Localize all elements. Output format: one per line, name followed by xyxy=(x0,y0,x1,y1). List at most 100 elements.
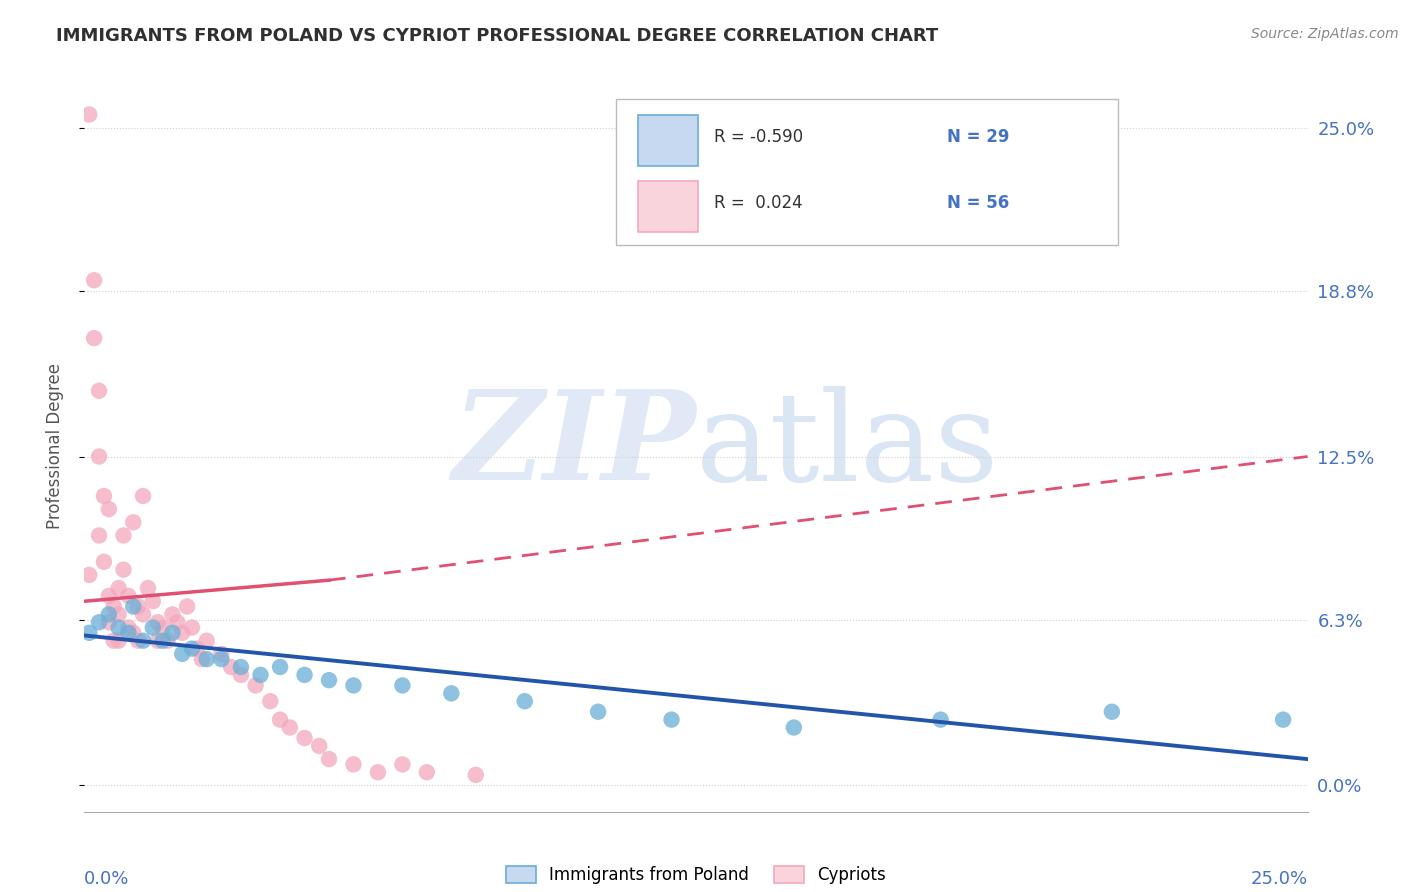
Point xyxy=(176,599,198,614)
Point xyxy=(929,713,952,727)
Point xyxy=(107,633,129,648)
Point xyxy=(117,589,139,603)
Point xyxy=(294,668,316,682)
Point xyxy=(294,731,316,745)
Point xyxy=(152,633,174,648)
Point xyxy=(112,563,135,577)
Y-axis label: Professional Degree: Professional Degree xyxy=(45,363,63,529)
Point xyxy=(209,652,232,666)
Point xyxy=(513,694,536,708)
Point xyxy=(269,713,291,727)
Point xyxy=(342,678,364,692)
Text: ZIP: ZIP xyxy=(453,385,696,507)
Point xyxy=(191,652,214,666)
Point xyxy=(107,621,129,635)
Point xyxy=(77,568,100,582)
Point xyxy=(142,621,165,635)
Point xyxy=(1101,705,1123,719)
Text: N = 29: N = 29 xyxy=(946,128,1010,146)
Point xyxy=(97,502,120,516)
Point xyxy=(195,633,218,648)
Text: N = 56: N = 56 xyxy=(946,194,1010,212)
Point xyxy=(661,713,683,727)
Text: R =  0.024: R = 0.024 xyxy=(714,194,803,212)
Point xyxy=(245,678,267,692)
Point xyxy=(195,652,218,666)
Point xyxy=(318,673,340,688)
Point xyxy=(464,768,486,782)
Point xyxy=(440,686,463,700)
Point xyxy=(209,647,232,661)
Point xyxy=(87,615,110,630)
Point xyxy=(142,594,165,608)
Point xyxy=(107,607,129,622)
Point xyxy=(107,581,129,595)
Point xyxy=(83,273,105,287)
Point xyxy=(136,581,159,595)
Point xyxy=(122,599,145,614)
Point xyxy=(249,668,271,682)
Point xyxy=(186,641,208,656)
Point xyxy=(103,599,125,614)
Text: R = -0.590: R = -0.590 xyxy=(714,128,803,146)
Point xyxy=(97,615,120,630)
Point xyxy=(391,678,413,692)
Point xyxy=(132,489,155,503)
Point xyxy=(146,615,169,630)
Point xyxy=(156,633,179,648)
Point xyxy=(77,107,100,121)
Point xyxy=(112,528,135,542)
Point xyxy=(166,615,188,630)
Point xyxy=(146,633,169,648)
Text: IMMIGRANTS FROM POLAND VS CYPRIOT PROFESSIONAL DEGREE CORRELATION CHART: IMMIGRANTS FROM POLAND VS CYPRIOT PROFES… xyxy=(56,27,938,45)
Point xyxy=(1272,713,1295,727)
Point xyxy=(87,528,110,542)
Point xyxy=(93,489,115,503)
Point xyxy=(783,721,806,735)
Point xyxy=(229,668,252,682)
Point xyxy=(127,599,149,614)
Point xyxy=(229,660,252,674)
FancyBboxPatch shape xyxy=(638,181,699,232)
Point xyxy=(97,607,120,622)
Point xyxy=(219,660,242,674)
Point xyxy=(77,625,100,640)
Legend: Immigrants from Poland, Cypriots: Immigrants from Poland, Cypriots xyxy=(499,860,893,891)
Point xyxy=(278,721,301,735)
Point xyxy=(122,516,145,530)
Point xyxy=(87,384,110,398)
Point xyxy=(181,641,204,656)
Point xyxy=(87,450,110,464)
Point xyxy=(132,607,155,622)
FancyBboxPatch shape xyxy=(616,99,1118,245)
Text: Source: ZipAtlas.com: Source: ZipAtlas.com xyxy=(1251,27,1399,41)
Point xyxy=(93,555,115,569)
Point xyxy=(308,739,330,753)
Text: 25.0%: 25.0% xyxy=(1250,870,1308,888)
Point xyxy=(172,625,194,640)
Point xyxy=(318,752,340,766)
Point xyxy=(83,331,105,345)
Text: 0.0%: 0.0% xyxy=(84,870,129,888)
Point xyxy=(152,621,174,635)
Text: atlas: atlas xyxy=(696,385,1000,507)
Point xyxy=(586,705,609,719)
Point xyxy=(367,765,389,780)
Point xyxy=(127,633,149,648)
Point xyxy=(181,621,204,635)
Point xyxy=(172,647,194,661)
Point xyxy=(269,660,291,674)
Point xyxy=(162,625,184,640)
Point xyxy=(259,694,281,708)
Point xyxy=(416,765,439,780)
Point xyxy=(103,633,125,648)
Point xyxy=(97,589,120,603)
Point xyxy=(117,621,139,635)
Point xyxy=(122,625,145,640)
FancyBboxPatch shape xyxy=(638,115,699,166)
Point xyxy=(132,633,155,648)
Point xyxy=(117,625,139,640)
Point xyxy=(162,607,184,622)
Point xyxy=(342,757,364,772)
Point xyxy=(391,757,413,772)
